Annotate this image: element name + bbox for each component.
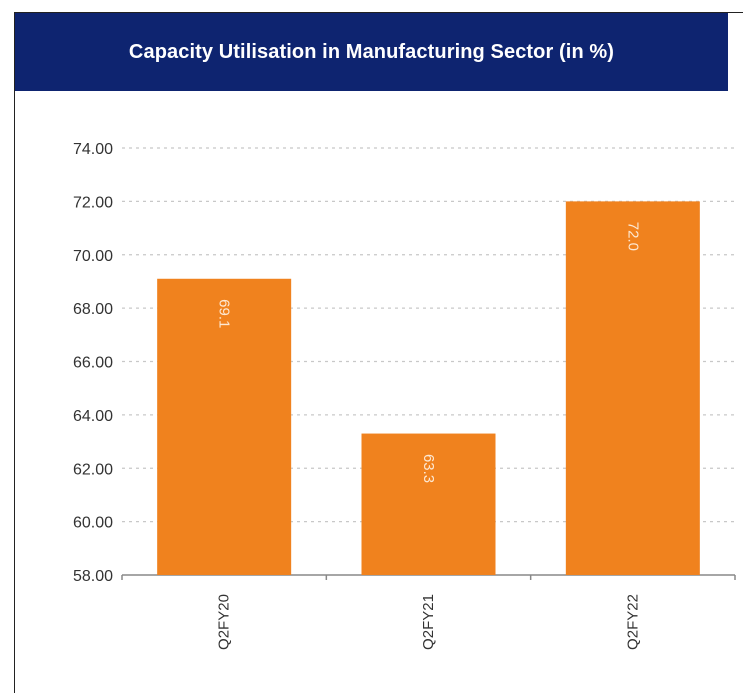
bar-q2fy20 [157, 278, 292, 575]
y-tick-label: 72.00 [73, 194, 113, 211]
chart-title-bar: Capacity Utilisation in Manufacturing Se… [15, 13, 728, 91]
y-tick-label: 64.00 [73, 408, 113, 425]
bar-q2fy22 [565, 201, 700, 575]
y-tick-label: 66.00 [73, 355, 113, 372]
bar-value-label: 69.1 [216, 299, 233, 328]
y-tick-label: 68.00 [73, 301, 113, 318]
chart-title: Capacity Utilisation in Manufacturing Se… [128, 40, 615, 63]
y-tick-label: 74.00 [73, 141, 113, 158]
x-category-label: Q2FY22 [624, 594, 641, 650]
bar-value-label: 63.3 [420, 454, 437, 483]
x-category-label: Q2FY21 [420, 594, 437, 650]
y-tick-label: 70.00 [73, 248, 113, 265]
x-category-label: Q2FY20 [216, 594, 233, 650]
y-tick-label: 58.00 [73, 568, 113, 585]
bar-value-label: 72.0 [624, 222, 641, 251]
bar-q2fy21 [361, 433, 496, 575]
y-tick-label: 62.00 [73, 461, 113, 478]
y-tick-label: 60.00 [73, 515, 113, 532]
